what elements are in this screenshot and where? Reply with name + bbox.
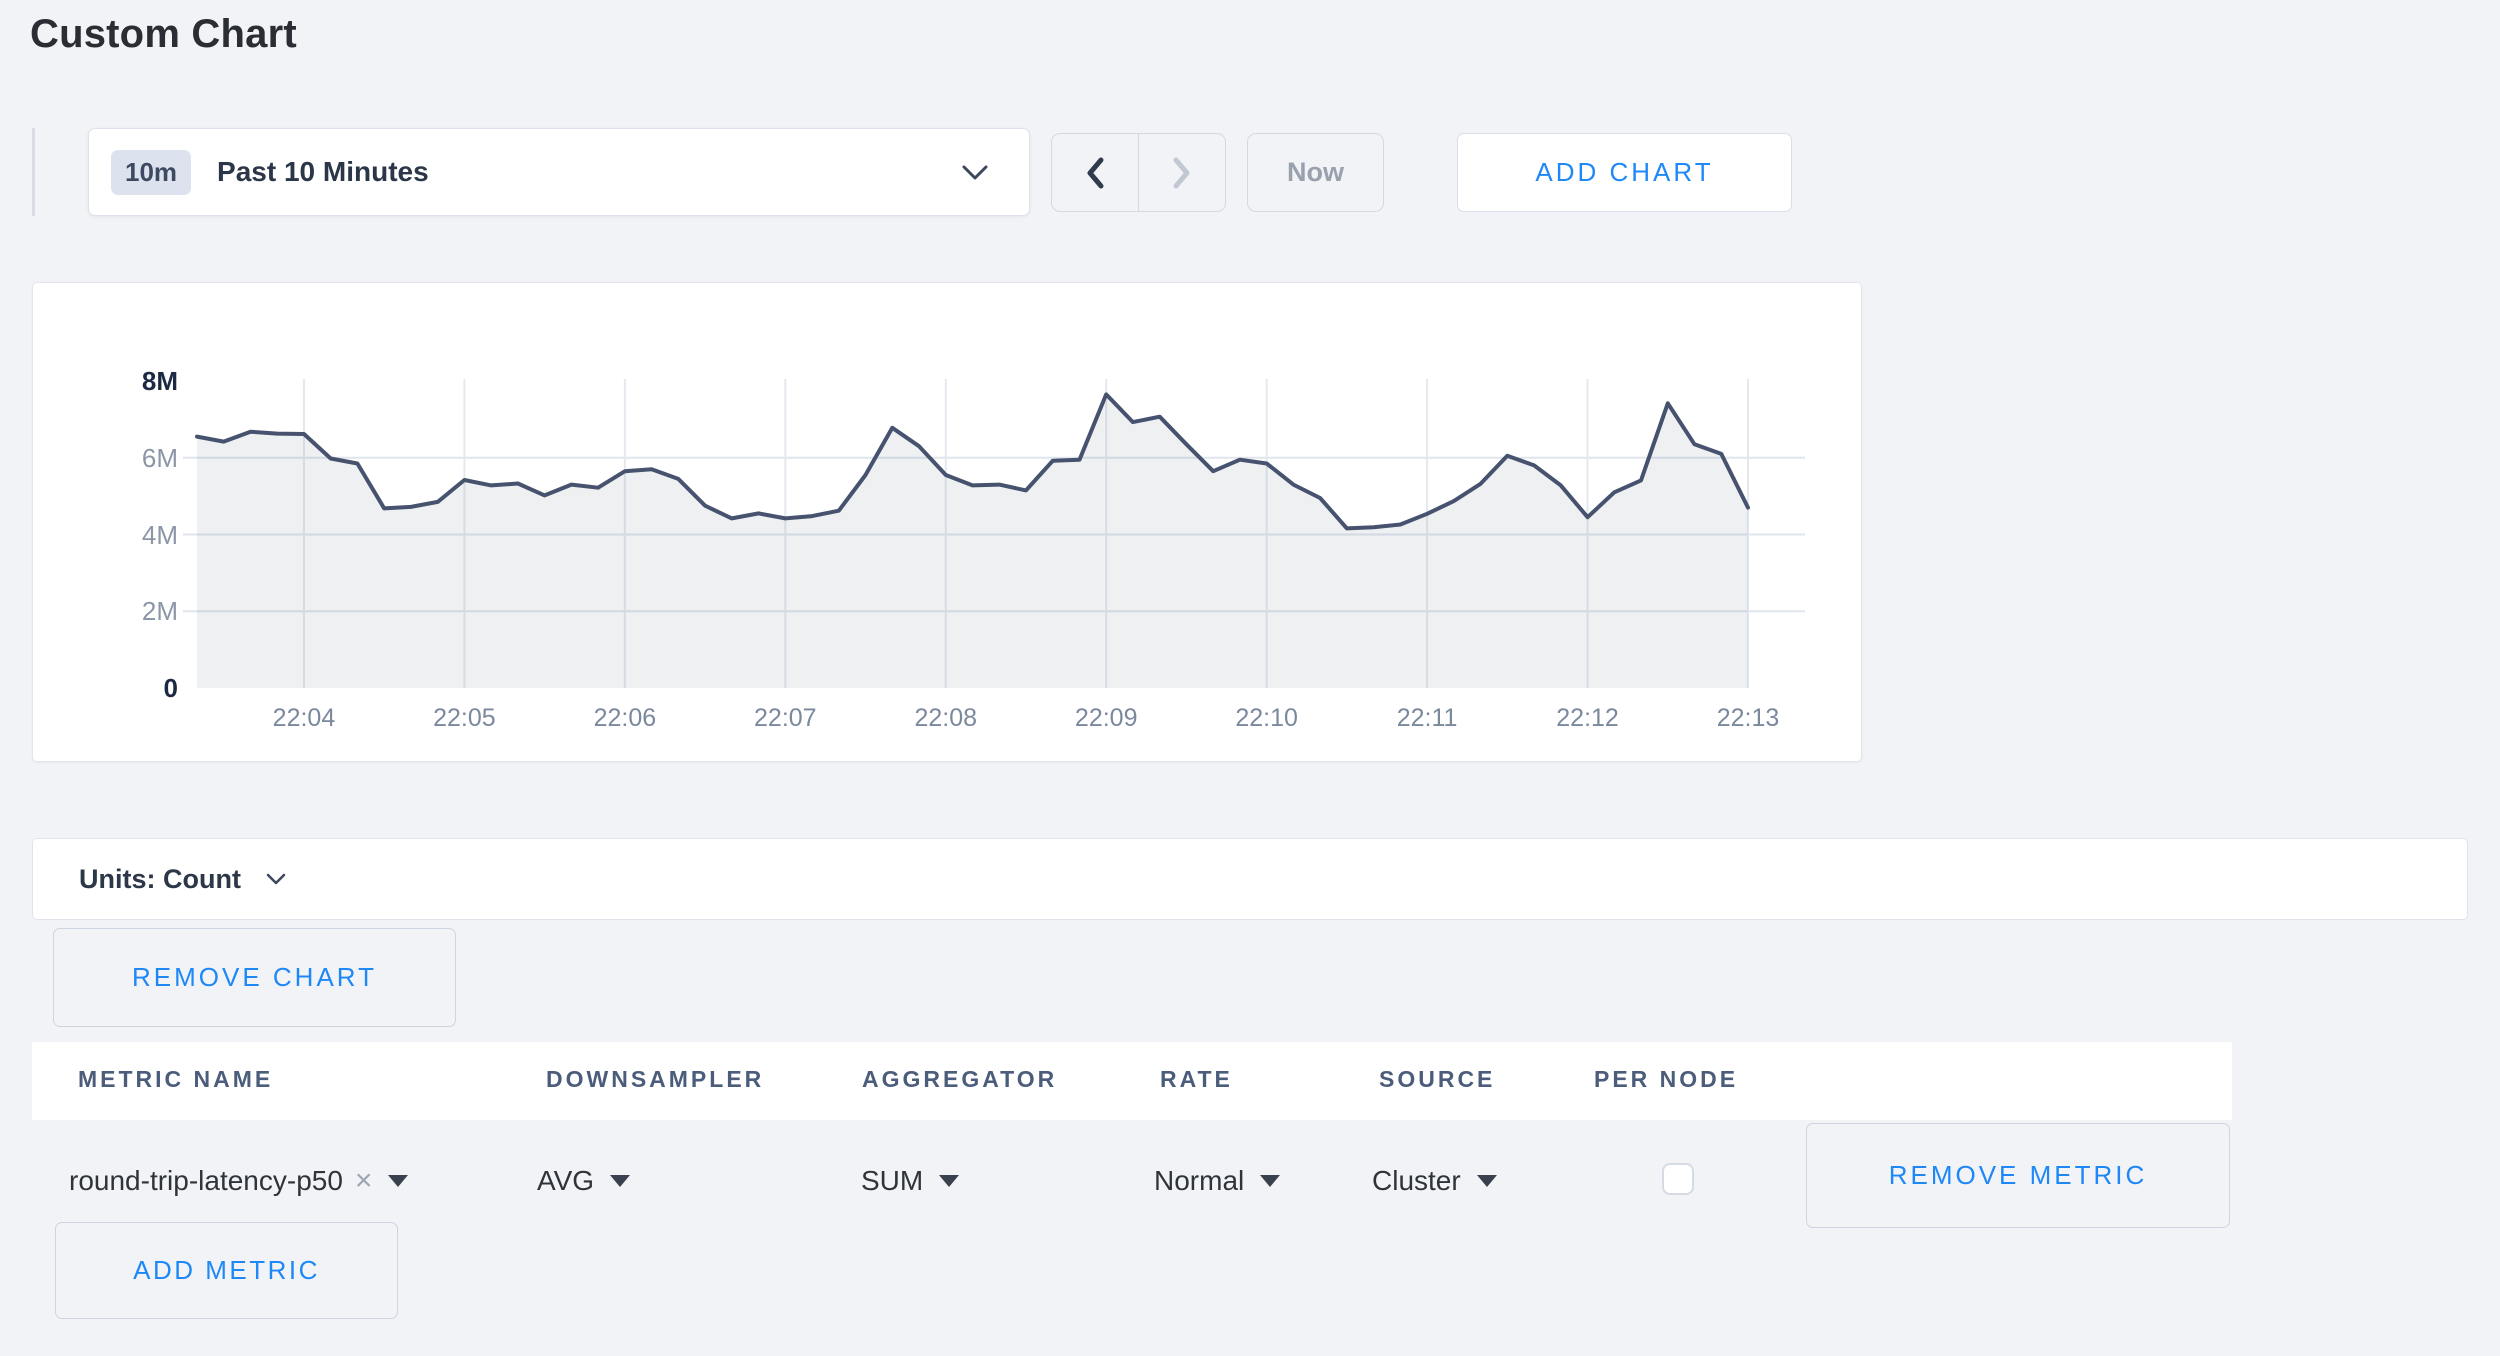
metric-name-value: round-trip-latency-p50 (69, 1165, 343, 1196)
column-header-source: SOURCE (1379, 1066, 1496, 1092)
timeframe-nav-group (1051, 133, 1226, 212)
metrics-table-header: METRIC NAME DOWNSAMPLER AGGREGATOR RATE SOUR… (32, 1042, 2232, 1120)
y-axis-tick: 0 (163, 673, 178, 703)
aggregator-value: SUM (861, 1165, 924, 1196)
page-title: Custom Chart (30, 12, 297, 56)
y-axis-tick: 2M (141, 596, 178, 627)
column-header-metric-name: METRIC NAME (78, 1066, 274, 1092)
chevron-left-icon (1087, 157, 1104, 188)
column-header-downsampler: DOWNSAMPLER (546, 1066, 765, 1092)
x-axis-tick: 22:06 (593, 704, 657, 732)
time-range-label: Past 10 Minutes (217, 156, 429, 187)
add-chart-button[interactable]: ADD CHART (1457, 133, 1792, 212)
source-dropdown[interactable]: Cluster (1372, 1159, 1497, 1203)
chevron-down-icon (962, 165, 988, 179)
remove-chart-button[interactable]: REMOVE CHART (53, 928, 456, 1027)
y-axis-tick: 8M (141, 366, 178, 396)
chevron-down-icon (266, 873, 286, 885)
rate-dropdown[interactable]: Normal (1154, 1159, 1281, 1203)
time-range-select[interactable]: 10m Past 10 Minutes (88, 128, 1030, 216)
dropdown-caret-icon (1260, 1175, 1281, 1187)
x-axis-tick: 22:08 (914, 704, 978, 732)
remove-metric-button[interactable]: REMOVE METRIC (1806, 1123, 2230, 1228)
units-dropdown[interactable]: Units: Count (32, 838, 2468, 920)
x-axis-tick: 22:05 (433, 704, 496, 732)
metric-name-dropdown[interactable]: round-trip-latency-p50 × (69, 1159, 409, 1203)
y-axis-tick: 4M (141, 519, 178, 550)
x-axis-tick: 22:07 (754, 704, 817, 732)
chart-card: 8M 6M 4M 2M 0 22:04 22:05 22:06 22:07 22:08 22:09… (32, 282, 1862, 762)
units-label: Units: Count (79, 863, 241, 894)
dropdown-caret-icon (939, 1175, 960, 1187)
column-header-rate: RATE (1160, 1066, 1233, 1092)
x-axis-tick: 22:09 (1074, 704, 1138, 732)
x-axis-tick: 22:12 (1556, 704, 1619, 732)
per-node-checkbox[interactable] (1662, 1163, 1694, 1195)
source-value: Cluster (1372, 1165, 1461, 1196)
aggregator-dropdown[interactable]: SUM (861, 1159, 960, 1203)
previous-timeframe-button[interactable] (1052, 134, 1139, 211)
downsampler-value: AVG (537, 1165, 595, 1196)
now-button[interactable]: Now (1247, 133, 1384, 212)
dropdown-caret-icon (1476, 1175, 1497, 1187)
time-range-badge: 10m (111, 149, 192, 195)
remove-tag-icon[interactable]: × (354, 1164, 373, 1197)
column-header-per-node: PER NODE (1594, 1066, 1739, 1092)
dropdown-caret-icon (388, 1175, 409, 1187)
timeseries-chart[interactable] (33, 283, 1861, 761)
toolbar-accent-bar (32, 128, 35, 216)
next-timeframe-button[interactable] (1139, 134, 1225, 211)
y-axis-tick: 6M (141, 442, 178, 473)
dropdown-caret-icon (610, 1175, 631, 1187)
column-header-aggregator: AGGREGATOR (862, 1066, 1058, 1092)
x-axis-tick: 22:04 (272, 704, 336, 732)
chevron-right-icon (1173, 157, 1190, 188)
downsampler-dropdown[interactable]: AVG (537, 1159, 631, 1203)
x-axis-tick: 22:13 (1716, 704, 1780, 732)
rate-value: Normal (1154, 1165, 1245, 1196)
x-axis-tick: 22:10 (1235, 704, 1298, 732)
add-metric-button[interactable]: ADD METRIC (55, 1222, 398, 1319)
x-axis-tick: 22:11 (1396, 704, 1458, 732)
